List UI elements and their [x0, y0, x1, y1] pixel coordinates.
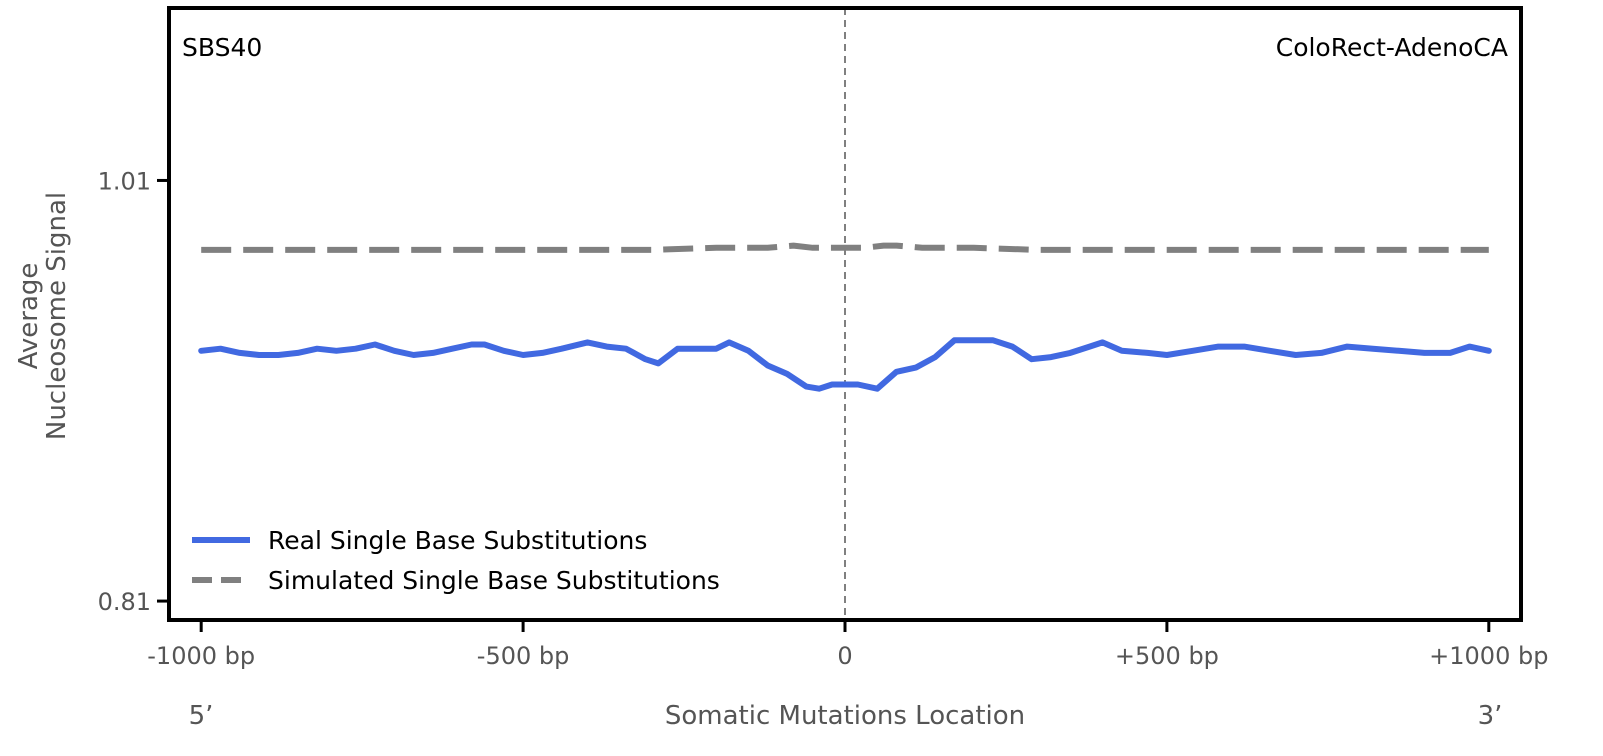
y-axis: 0.81 1.01: [98, 167, 167, 616]
series-line-real: [198, 337, 1492, 392]
series-line-simulated: [201, 242, 1489, 253]
plot-frame: [167, 6, 1523, 622]
y-axis-title-line1: Average: [14, 263, 44, 370]
panel-label-right: ColoRect-AdenoCA: [1276, 33, 1508, 62]
x-tick-label: 0: [837, 642, 852, 670]
plot-area: [167, 6, 1523, 622]
series-layer: [198, 242, 1492, 392]
y-axis-title-line2: Nucleosome Signal: [42, 192, 72, 440]
legend: Real Single Base Substitutions Simulated…: [192, 526, 720, 595]
five-prime-label: 5’: [189, 701, 214, 731]
y-tick-label: 1.01: [98, 167, 151, 195]
legend-label-real: Real Single Base Substitutions: [268, 526, 647, 555]
x-axis-title: Somatic Mutations Location: [665, 701, 1025, 731]
legend-label-simulated: Simulated Single Base Substitutions: [268, 566, 720, 595]
x-tick-label: +500 bp: [1115, 642, 1219, 670]
x-tick-label: -500 bp: [477, 642, 570, 670]
panel-label-left: SBS40: [182, 33, 262, 62]
three-prime-label: 3’: [1478, 701, 1503, 731]
x-axis: -1000 bp -500 bp 0 +500 bp +1000 bp: [147, 622, 1548, 670]
x-tick-label: -1000 bp: [147, 642, 255, 670]
x-tick-label: +1000 bp: [1429, 642, 1548, 670]
y-axis-title: Average Nucleosome Signal: [14, 192, 72, 440]
y-tick-label: 0.81: [98, 588, 151, 616]
